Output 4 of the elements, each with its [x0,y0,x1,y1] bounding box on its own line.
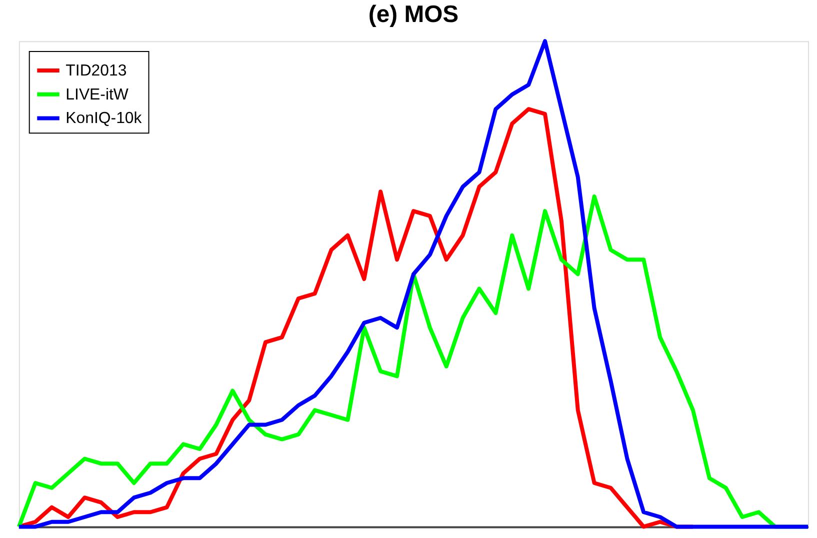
legend-label: KonIQ-10k [66,110,142,128]
legend-label: TID2013 [66,62,127,80]
chart-title: (e) MOS [368,1,459,28]
legend-label: LIVE-itW [66,86,128,104]
